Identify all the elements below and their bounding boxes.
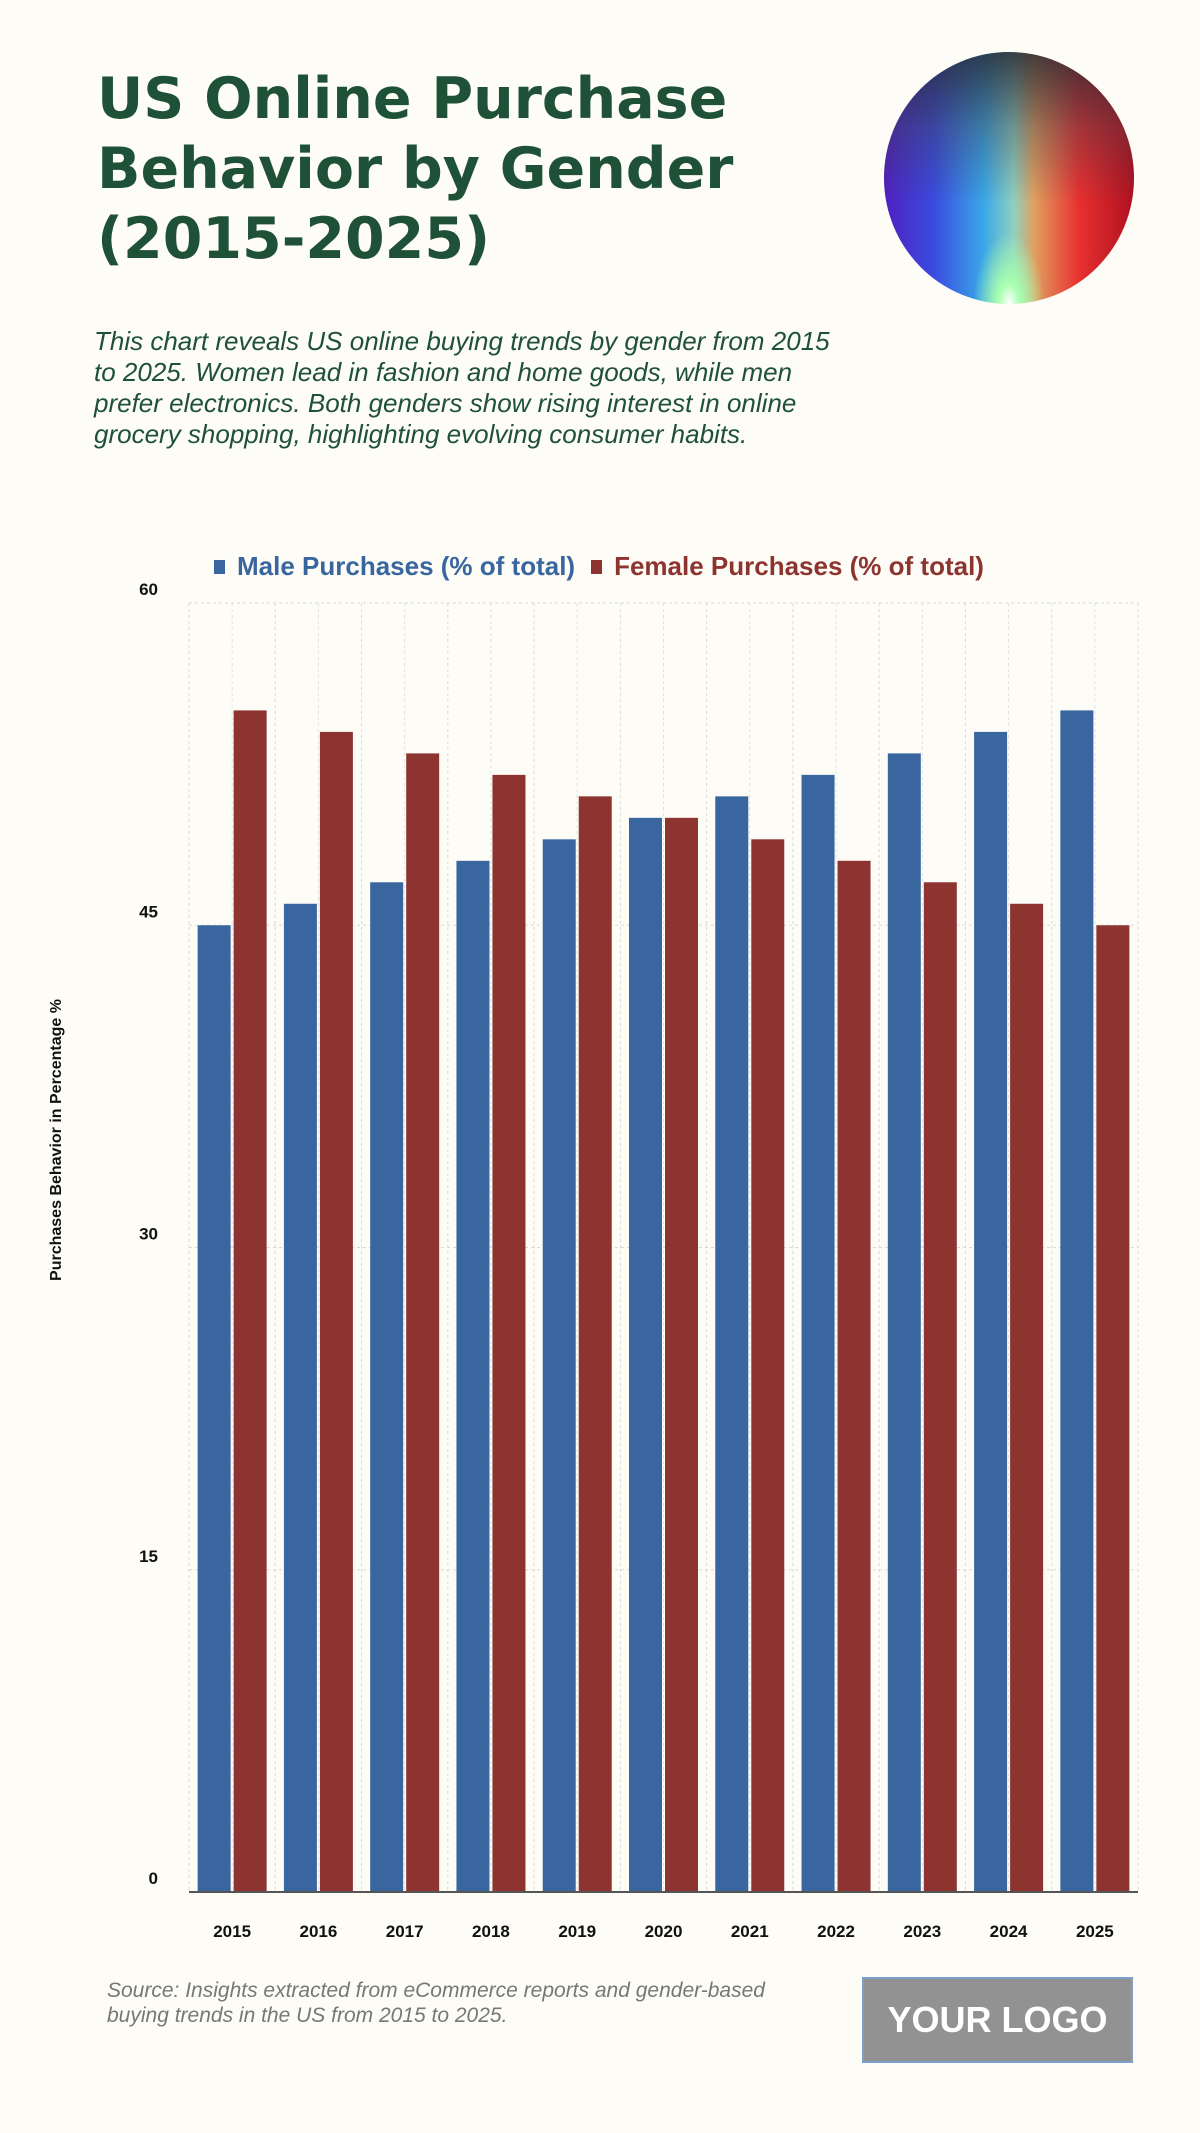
bar-male-2015 xyxy=(197,925,231,1892)
bar-female-2024 xyxy=(1010,903,1044,1892)
x-tick-label: 2024 xyxy=(990,1922,1028,1941)
y-tick-label: 0 xyxy=(149,1869,158,1888)
x-tick-label: 2016 xyxy=(299,1922,337,1941)
x-tick-label: 2015 xyxy=(213,1922,251,1941)
bar-female-2017 xyxy=(406,753,440,1893)
bar-female-2022 xyxy=(837,860,871,1892)
y-tick-label: 45 xyxy=(139,902,158,921)
page-title: US Online Purchase Behavior by Gender (2… xyxy=(97,66,734,272)
bar-female-2021 xyxy=(751,839,785,1892)
bar-male-2019 xyxy=(542,839,576,1892)
bar-female-2025 xyxy=(1096,925,1130,1892)
x-tick-label: 2023 xyxy=(903,1922,941,1941)
bar-male-2024 xyxy=(974,731,1008,1892)
bar-female-2015 xyxy=(233,710,267,1892)
bar-male-2021 xyxy=(715,796,749,1892)
x-tick-label: 2018 xyxy=(472,1922,510,1941)
bar-male-2020 xyxy=(629,817,662,1893)
legend-label-female: Female Purchases (% of total) xyxy=(614,551,984,581)
y-tick-label: 60 xyxy=(139,580,158,599)
x-tick-label: 2019 xyxy=(558,1922,596,1941)
bar-female-2019 xyxy=(578,796,612,1892)
bar-male-2018 xyxy=(456,860,490,1892)
source-note: Source: Insights extracted from eCommerc… xyxy=(107,1979,765,2027)
page-subtitle: This chart reveals US online buying tren… xyxy=(94,326,830,449)
x-tick-label: 2020 xyxy=(645,1922,683,1941)
bar-male-2023 xyxy=(887,753,921,1893)
legend-item-male: Male Purchases (% of total) xyxy=(214,551,575,582)
bar-male-2022 xyxy=(801,774,835,1892)
bar-female-2016 xyxy=(319,731,353,1892)
bar-female-2020 xyxy=(665,817,698,1893)
x-tick-label: 2017 xyxy=(386,1922,424,1941)
legend-item-female: Female Purchases (% of total) xyxy=(591,551,984,582)
bar-male-2016 xyxy=(283,903,317,1892)
bar-male-2017 xyxy=(370,882,404,1892)
y-tick-label: 30 xyxy=(139,1225,158,1244)
bar-female-2018 xyxy=(492,774,526,1892)
header-photo xyxy=(884,52,1134,304)
chart-legend: Male Purchases (% of total) Female Purch… xyxy=(214,551,984,582)
bar-female-2023 xyxy=(923,882,957,1892)
bar-male-2025 xyxy=(1060,710,1094,1892)
x-tick-label: 2022 xyxy=(817,1922,855,1941)
logo-placeholder: YOUR LOGO xyxy=(862,1977,1133,2063)
x-tick-label: 2025 xyxy=(1076,1922,1114,1941)
x-tick-label: 2021 xyxy=(731,1922,769,1941)
legend-swatch-male xyxy=(214,559,225,574)
y-tick-label: 15 xyxy=(139,1547,158,1566)
legend-label-male: Male Purchases (% of total) xyxy=(237,551,576,581)
legend-swatch-female xyxy=(591,559,603,574)
